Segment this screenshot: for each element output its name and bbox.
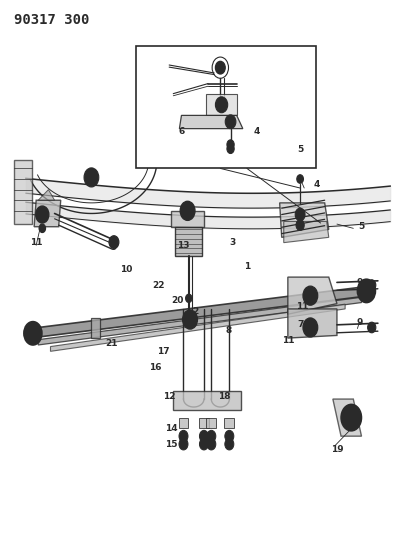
Polygon shape [178, 418, 188, 428]
Polygon shape [30, 286, 370, 338]
Circle shape [297, 175, 303, 183]
Circle shape [227, 144, 234, 154]
Text: 11: 11 [281, 336, 294, 345]
Circle shape [179, 438, 188, 450]
Circle shape [295, 208, 305, 221]
Text: 18: 18 [218, 392, 231, 401]
Polygon shape [38, 190, 54, 200]
Text: 22: 22 [153, 280, 165, 289]
Polygon shape [51, 304, 345, 351]
Text: 6: 6 [178, 127, 185, 136]
Polygon shape [206, 94, 236, 115]
Circle shape [358, 279, 375, 303]
Text: 19: 19 [331, 445, 343, 454]
Circle shape [109, 236, 119, 248]
Polygon shape [288, 309, 337, 338]
Polygon shape [14, 160, 32, 224]
Circle shape [229, 119, 233, 124]
Circle shape [296, 220, 304, 230]
Text: 2: 2 [193, 307, 199, 316]
Text: 4: 4 [254, 127, 260, 136]
Circle shape [227, 140, 234, 149]
Text: 3: 3 [229, 238, 236, 247]
Circle shape [307, 292, 313, 300]
Circle shape [307, 324, 313, 331]
Circle shape [36, 206, 49, 223]
Circle shape [40, 211, 45, 218]
Circle shape [215, 61, 225, 74]
Circle shape [368, 280, 376, 290]
Circle shape [199, 430, 208, 442]
Circle shape [219, 102, 224, 108]
Text: 10: 10 [120, 265, 132, 273]
Circle shape [303, 286, 318, 305]
Circle shape [180, 201, 195, 220]
Polygon shape [280, 203, 329, 237]
Text: 5: 5 [297, 146, 303, 155]
Circle shape [112, 239, 116, 245]
Text: 11: 11 [296, 302, 309, 311]
Text: 13: 13 [177, 241, 190, 250]
Circle shape [29, 328, 37, 338]
Text: 11: 11 [30, 238, 42, 247]
Polygon shape [171, 211, 204, 227]
Polygon shape [333, 399, 361, 436]
Text: 14: 14 [165, 424, 178, 433]
Bar [136, 46, 316, 168]
Circle shape [365, 289, 368, 293]
Circle shape [39, 224, 46, 232]
Circle shape [341, 405, 361, 431]
Circle shape [185, 294, 192, 303]
Polygon shape [206, 418, 216, 428]
Text: 4: 4 [313, 180, 320, 189]
Text: 16: 16 [149, 363, 161, 372]
Circle shape [346, 411, 356, 424]
Text: 17: 17 [157, 347, 169, 356]
Polygon shape [176, 227, 202, 256]
Text: 9: 9 [356, 318, 363, 327]
Circle shape [215, 97, 228, 113]
Text: 20: 20 [171, 296, 183, 305]
Polygon shape [284, 221, 329, 243]
Circle shape [24, 321, 42, 345]
Circle shape [298, 212, 302, 217]
Text: 8: 8 [225, 326, 232, 335]
Polygon shape [91, 318, 101, 338]
Circle shape [362, 286, 370, 296]
Polygon shape [179, 115, 243, 128]
Text: 7: 7 [297, 320, 303, 329]
Circle shape [207, 430, 216, 442]
Circle shape [207, 438, 216, 450]
Text: 9: 9 [356, 278, 363, 287]
Polygon shape [199, 418, 209, 428]
Text: 12: 12 [163, 392, 176, 401]
Text: 5: 5 [358, 222, 365, 231]
Circle shape [225, 430, 234, 442]
Polygon shape [38, 297, 361, 345]
Circle shape [225, 115, 236, 128]
Polygon shape [225, 418, 234, 428]
Text: 1: 1 [244, 262, 250, 271]
Text: 9: 9 [111, 244, 117, 253]
Text: 15: 15 [165, 440, 178, 449]
Circle shape [31, 331, 35, 335]
Circle shape [225, 438, 234, 450]
Circle shape [187, 316, 193, 324]
Circle shape [199, 438, 208, 450]
Circle shape [368, 322, 376, 333]
Text: 90317 300: 90317 300 [14, 13, 89, 27]
Polygon shape [173, 391, 241, 410]
Circle shape [184, 207, 191, 215]
Circle shape [183, 310, 197, 329]
Text: 21: 21 [105, 339, 118, 348]
Circle shape [84, 168, 99, 187]
Circle shape [303, 318, 318, 337]
Polygon shape [34, 200, 61, 227]
Circle shape [179, 430, 188, 442]
Polygon shape [288, 277, 337, 314]
